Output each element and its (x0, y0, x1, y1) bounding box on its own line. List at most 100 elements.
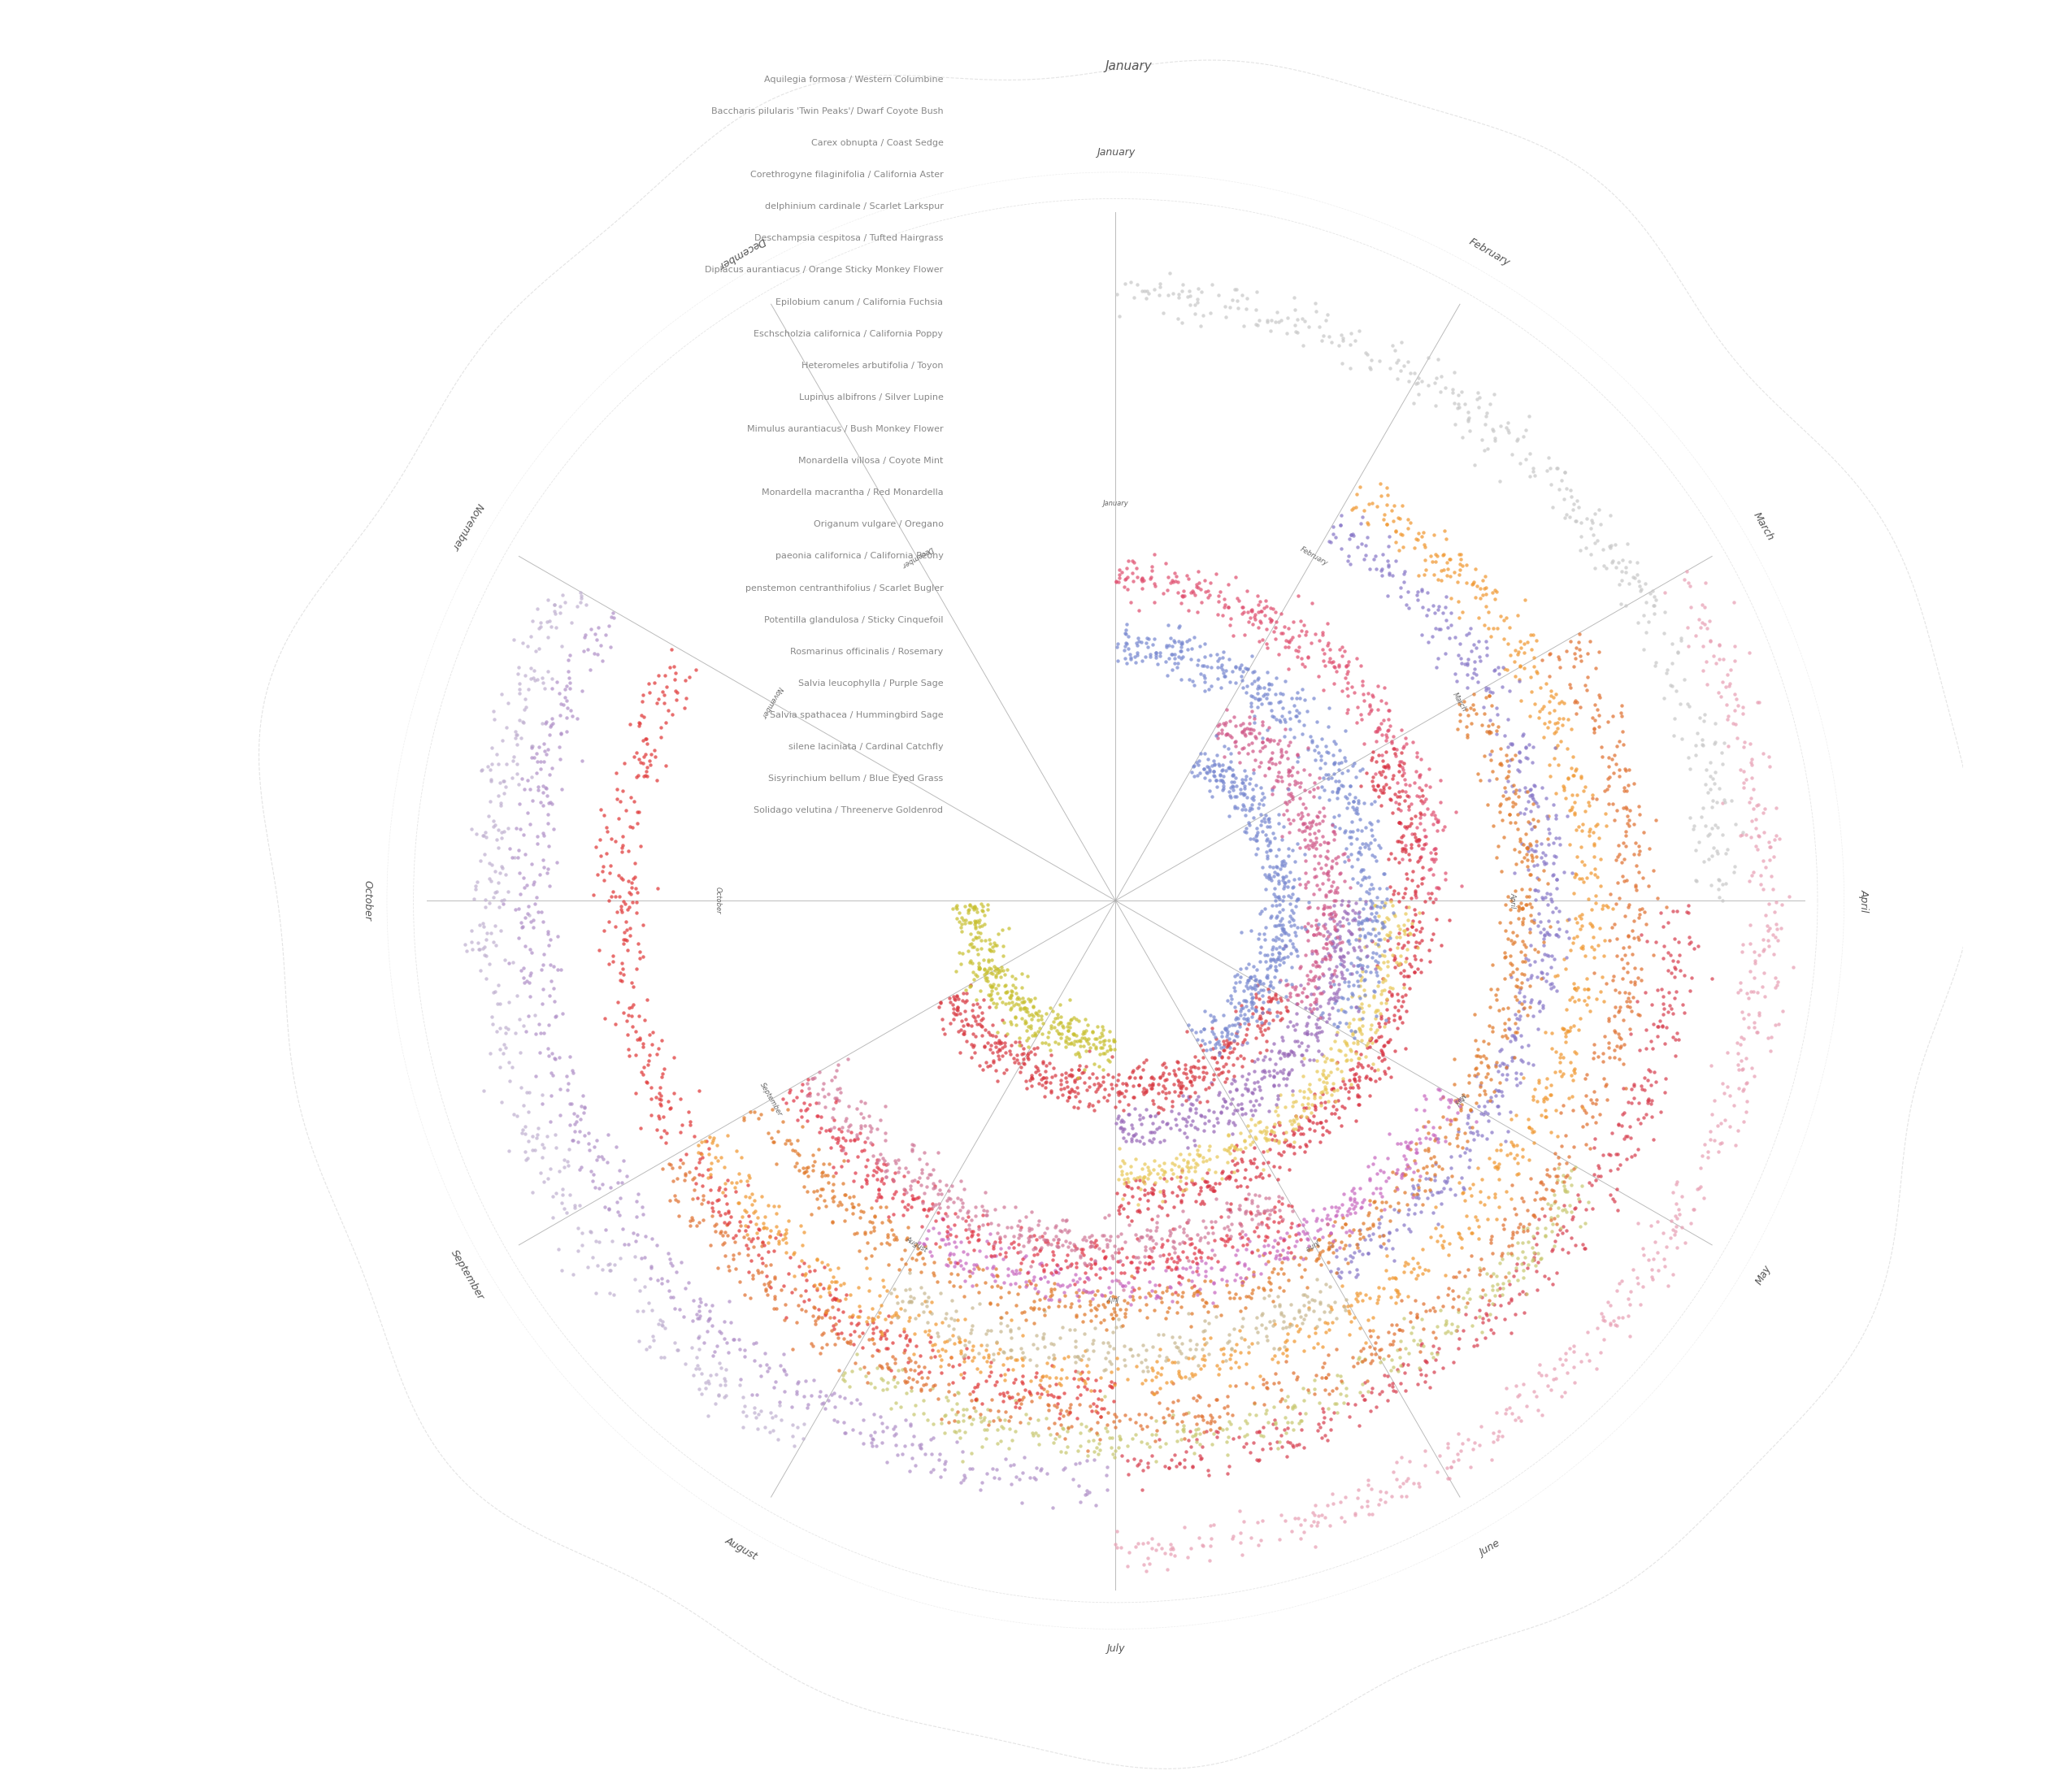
Point (1156, 1178, 1189, 1207)
Point (1131, 624, 1164, 653)
Point (1401, 826, 1434, 855)
Point (1430, 1168, 1463, 1196)
Point (1007, 1050, 1040, 1078)
Point (1077, 1096, 1111, 1125)
Point (1266, 1055, 1299, 1084)
Point (1260, 955, 1293, 983)
Point (1415, 880, 1448, 908)
Point (968, 955, 1001, 983)
Point (530, 1121, 564, 1150)
Point (1479, 1048, 1513, 1076)
Point (1446, 1178, 1479, 1207)
Point (1111, 1243, 1144, 1271)
Point (1158, 649, 1191, 678)
Text: January: January (1096, 147, 1135, 157)
Point (1198, 1227, 1231, 1255)
Point (736, 1380, 769, 1409)
Point (1374, 1119, 1407, 1148)
Point (1283, 1134, 1316, 1162)
Point (1384, 738, 1417, 767)
Point (1620, 876, 1653, 905)
Point (1026, 1005, 1059, 1033)
Point (738, 1398, 771, 1427)
Point (1467, 1076, 1500, 1105)
Point (1301, 973, 1334, 1001)
Point (1285, 1405, 1318, 1434)
Point (1235, 697, 1268, 726)
Point (1088, 1355, 1121, 1384)
Point (698, 1143, 731, 1171)
Point (978, 1232, 1011, 1261)
Point (1548, 772, 1581, 801)
Point (970, 1268, 1003, 1296)
Point (1231, 1003, 1264, 1032)
Point (1339, 762, 1372, 790)
Point (1326, 633, 1359, 662)
Point (605, 892, 638, 921)
Point (1598, 976, 1631, 1005)
Point (870, 1334, 903, 1362)
Point (1471, 1100, 1504, 1128)
Point (1260, 853, 1293, 881)
Point (1438, 1348, 1471, 1377)
Point (937, 1314, 970, 1343)
Point (961, 1001, 995, 1030)
Point (1347, 1185, 1380, 1214)
Point (622, 797, 655, 826)
Point (1316, 928, 1349, 957)
Point (947, 905, 980, 933)
Point (1363, 776, 1397, 805)
Point (1537, 828, 1571, 856)
Point (1258, 613, 1291, 642)
Point (1214, 1019, 1247, 1048)
Point (1061, 1064, 1094, 1092)
Point (918, 1248, 951, 1277)
Point (1434, 1085, 1467, 1114)
Point (1237, 1389, 1270, 1418)
Point (725, 1166, 758, 1194)
Point (992, 1434, 1026, 1463)
Point (1059, 1076, 1092, 1105)
Point (941, 1396, 974, 1425)
Point (1080, 1064, 1113, 1092)
Point (1606, 717, 1639, 746)
Point (553, 640, 586, 669)
Point (1403, 363, 1436, 392)
Point (1525, 958, 1558, 987)
Point (1751, 915, 1784, 944)
Point (1218, 653, 1251, 681)
Point (1239, 277, 1272, 306)
Point (1382, 1336, 1415, 1364)
Point (1254, 987, 1287, 1016)
Point (1262, 1101, 1295, 1130)
Point (1755, 1023, 1788, 1051)
Point (1318, 749, 1351, 778)
Point (1459, 451, 1492, 479)
Point (653, 1185, 686, 1214)
Point (1297, 1332, 1330, 1361)
Point (752, 1268, 785, 1296)
Point (1268, 722, 1301, 751)
Point (1479, 985, 1513, 1014)
Point (1738, 937, 1772, 966)
Point (953, 1402, 986, 1430)
Point (1140, 1216, 1173, 1244)
Point (1133, 1234, 1167, 1262)
Point (1535, 681, 1569, 710)
Point (481, 1017, 514, 1046)
Point (1268, 869, 1301, 898)
Point (1473, 1010, 1506, 1039)
Point (1475, 1084, 1508, 1112)
Point (593, 1255, 626, 1284)
Point (1307, 1398, 1341, 1427)
Point (1307, 1307, 1341, 1336)
Point (1162, 1071, 1196, 1100)
Point (1627, 1273, 1660, 1302)
Point (1233, 1146, 1266, 1175)
Point (1164, 1185, 1198, 1214)
Point (1117, 547, 1150, 576)
Point (1546, 1218, 1579, 1246)
Point (1341, 796, 1374, 824)
Point (1394, 1307, 1428, 1336)
Point (620, 1266, 653, 1295)
